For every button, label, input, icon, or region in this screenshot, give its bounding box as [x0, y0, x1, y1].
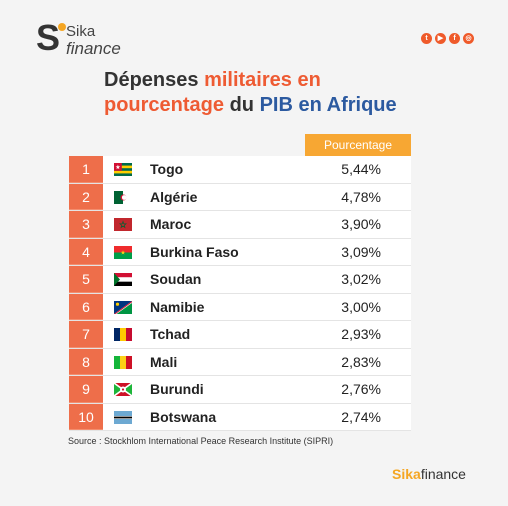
percentage-value: 3,09% — [341, 243, 381, 260]
ranking-table: 1 Togo 5,44% 2 Algérie 4,78% 3 Maroc 3,90% 4 Burki… — [69, 156, 411, 431]
logo-word-finance: finance — [66, 39, 121, 58]
youtube-icon[interactable]: ▶ — [435, 33, 446, 44]
sudan-flag-icon — [114, 273, 132, 286]
rank-cell: 9 — [69, 376, 103, 403]
title-part-4: du — [224, 94, 260, 116]
rank-cell: 1 — [69, 156, 103, 183]
title-part-3: pourcentage — [104, 94, 225, 116]
namibia-flag-icon — [114, 300, 132, 314]
footer-logo-finance: finance — [420, 466, 466, 482]
percentage-value: 2,93% — [341, 326, 381, 342]
botswana-flag-icon — [114, 410, 132, 424]
rank-cell: 7 — [69, 321, 103, 348]
percentage-value: 2,76% — [341, 381, 381, 397]
table-row: 6 Namibie 3,00% — [69, 293, 411, 321]
algeria-flag-icon — [114, 190, 132, 204]
footer-logo-sika: Sika — [392, 466, 421, 482]
rank-cell: 2 — [69, 183, 103, 210]
country-label: Togo — [150, 161, 184, 177]
country-label: Namibie — [150, 298, 205, 315]
title-part-5: PIB en Afrique — [259, 94, 397, 116]
rank-cell: 6 — [69, 293, 103, 320]
chad-flag-icon — [114, 328, 132, 341]
percentage-value: 5,44% — [341, 161, 381, 177]
burundi-flag-icon — [113, 382, 133, 397]
country-label: Botswana — [150, 408, 217, 425]
logo-dot — [58, 23, 66, 31]
social-links: t ▶ f ◎ — [421, 33, 474, 44]
percentage-value: 4,78% — [341, 188, 381, 205]
rank-cell: 4 — [69, 238, 103, 265]
country-label: Tchad — [150, 326, 191, 342]
percentage-value: 2,74% — [341, 408, 381, 425]
country-label: Algérie — [150, 188, 198, 205]
footer-logo: Sikafinance — [392, 466, 466, 482]
facebook-icon[interactable]: f — [449, 33, 460, 44]
sika-finance-logo: S Sika finance — [36, 20, 136, 60]
table-row: 9 Burundi 2,76% — [69, 376, 411, 404]
country-label: Soudan — [150, 271, 202, 287]
morocco-flag-icon — [114, 218, 132, 231]
percentage-value: 3,02% — [341, 271, 381, 287]
country-label: Burundi — [150, 381, 204, 397]
table-row: 10 Botswana 2,74% — [69, 403, 411, 431]
country-label: Burkina Faso — [150, 243, 239, 260]
percentage-value: 2,83% — [341, 353, 381, 370]
country-label: Mali — [150, 353, 178, 370]
table-row: 5 Soudan 3,02% — [69, 266, 411, 294]
table-row: 1 Togo 5,44% — [69, 156, 411, 184]
table-row: 2 Algérie 4,78% — [69, 183, 411, 211]
table-row: 4 Burkina Faso 3,09% — [69, 238, 411, 266]
instagram-icon[interactable]: ◎ — [463, 33, 474, 44]
rank-cell: 10 — [69, 403, 103, 430]
chart-title: Dépenses militaires en pourcentage du PI… — [104, 68, 424, 118]
table-row: 3 Maroc 3,90% — [69, 211, 411, 239]
twitter-icon[interactable]: t — [421, 33, 432, 44]
title-part-1: Dépenses — [104, 69, 205, 91]
column-header-percentage: Pourcentage — [305, 134, 411, 156]
rank-cell: 3 — [69, 211, 103, 238]
table-row: 7 Tchad 2,93% — [69, 321, 411, 349]
percentage-value: 3,90% — [341, 216, 381, 232]
rank-cell: 8 — [69, 348, 103, 375]
source-note: Source : Stockhlom International Peace R… — [68, 436, 334, 446]
logo-word-sika: Sika — [66, 23, 96, 40]
togo-flag-icon — [114, 163, 132, 176]
title-part-2: militaires en — [204, 69, 321, 91]
percentage-value: 3,00% — [341, 298, 381, 315]
logo-letter: S — [36, 17, 61, 58]
burkina-flag-icon — [114, 245, 132, 259]
rank-cell: 5 — [69, 266, 103, 293]
mali-flag-icon — [114, 355, 132, 369]
country-label: Maroc — [150, 216, 192, 232]
table-row: 8 Mali 2,83% — [69, 348, 411, 376]
